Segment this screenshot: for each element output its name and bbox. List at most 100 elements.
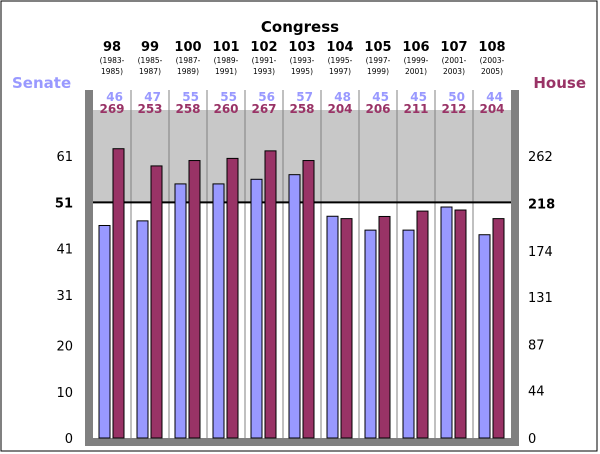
house-bar — [264, 150, 277, 439]
congress-years-start: (1993- — [290, 56, 315, 65]
congress-years-end: 1991) — [215, 67, 237, 76]
congress-years-end: 1993) — [253, 67, 275, 76]
congress-years-start: (1999- — [404, 56, 429, 65]
congress-years-end: 1995) — [291, 67, 313, 76]
house-bar — [378, 215, 391, 439]
senate-bar — [98, 224, 111, 439]
majority-zone — [93, 110, 511, 203]
congress-number: 103 — [288, 40, 315, 55]
senate-data-label: 50 — [448, 90, 465, 104]
congress-years-end: 2003) — [443, 67, 465, 76]
congress-number: 104 — [326, 40, 353, 55]
house-bar — [150, 165, 163, 439]
senate-tick-label: 41 — [56, 243, 73, 258]
house-data-label: 258 — [289, 102, 314, 116]
house-data-label: 258 — [175, 102, 200, 116]
congress-years-end: 1989) — [177, 67, 199, 76]
house-data-label: 267 — [251, 102, 276, 116]
congress-number: 107 — [440, 40, 467, 55]
house-bar — [226, 157, 239, 439]
congress-years-start: (1983- — [100, 56, 125, 65]
senate-data-label: 55 — [182, 90, 199, 104]
congress-number: 101 — [212, 40, 239, 55]
senate-tick-label: 10 — [56, 386, 73, 401]
congress-years-end: 1999) — [367, 67, 389, 76]
frame-bottom — [85, 438, 519, 446]
congress-number: 98 — [103, 40, 121, 55]
congress-years-start: (1997- — [366, 56, 391, 65]
senate-axis-label: Senate — [12, 74, 71, 92]
senate-data-label: 56 — [258, 90, 275, 104]
senate-bar — [212, 183, 225, 439]
house-bar — [340, 218, 353, 439]
house-tick-label: 44 — [528, 385, 545, 400]
congress-number: 102 — [250, 40, 277, 55]
house-tick-label: 174 — [528, 245, 553, 260]
senate-bar — [402, 229, 415, 439]
house-bar — [416, 210, 429, 439]
congress-years-start: (1995- — [328, 56, 353, 65]
label-band — [93, 90, 511, 110]
house-data-label: 204 — [479, 102, 504, 116]
senate-bar — [136, 220, 149, 439]
house-data-label: 206 — [365, 102, 390, 116]
house-bar — [112, 148, 125, 439]
congress-number: 100 — [174, 40, 201, 55]
senate-bar — [250, 178, 263, 439]
senate-data-label: 57 — [296, 90, 313, 104]
senate-bar — [478, 234, 491, 439]
congress-years-start: (1989- — [214, 56, 239, 65]
house-data-label: 260 — [213, 102, 238, 116]
house-axis-label: House — [533, 74, 586, 92]
senate-data-label: 44 — [486, 90, 503, 104]
congress-years-start: (2003- — [480, 56, 505, 65]
senate-bar — [288, 174, 301, 439]
senate-data-label: 48 — [334, 90, 351, 104]
house-data-label: 204 — [327, 102, 352, 116]
senate-data-label: 55 — [220, 90, 237, 104]
senate-bar — [174, 183, 187, 439]
senate-tick-label: 61 — [56, 150, 73, 165]
congress-years-end: 1987) — [139, 67, 161, 76]
senate-tick-label: 31 — [56, 289, 73, 304]
house-data-label: 269 — [99, 102, 124, 116]
senate-data-label: 47 — [144, 90, 161, 104]
house-tick-label: 262 — [528, 150, 553, 165]
senate-bar — [364, 229, 377, 439]
senate-bar — [326, 215, 339, 439]
house-data-label: 253 — [137, 102, 162, 116]
congress-years-end: 2001) — [405, 67, 427, 76]
senate-tick-label: 0 — [65, 432, 73, 447]
congress-years-end: 1997) — [329, 67, 351, 76]
congress-years-start: (1985- — [138, 56, 163, 65]
senate-data-label: 46 — [106, 90, 123, 104]
house-bar — [188, 160, 201, 439]
frame-left — [85, 90, 93, 446]
congress-years-end: 2005) — [481, 67, 503, 76]
senate-tick-label: 51 — [55, 196, 73, 211]
house-tick-label: 87 — [528, 338, 545, 353]
congress-number: 106 — [402, 40, 429, 55]
senate-bar — [440, 206, 453, 439]
house-data-label: 212 — [441, 102, 466, 116]
senate-data-label: 45 — [410, 90, 427, 104]
congress-years-end: 1985) — [101, 67, 123, 76]
frame-right — [511, 90, 519, 446]
house-bar — [492, 218, 505, 439]
congress-number: 99 — [141, 40, 159, 55]
congress-years-start: (2001- — [442, 56, 467, 65]
congress-years-start: (1991- — [252, 56, 277, 65]
house-bar — [454, 209, 467, 439]
congress-number: 108 — [478, 40, 505, 55]
senate-data-label: 45 — [372, 90, 389, 104]
house-tick-label: 131 — [528, 291, 553, 306]
congress-years-start: (1987- — [176, 56, 201, 65]
house-bar — [302, 160, 315, 439]
congress-number: 105 — [364, 40, 391, 55]
house-data-label: 211 — [403, 102, 428, 116]
house-tick-label: 0 — [528, 432, 536, 447]
senate-tick-label: 20 — [56, 340, 73, 355]
